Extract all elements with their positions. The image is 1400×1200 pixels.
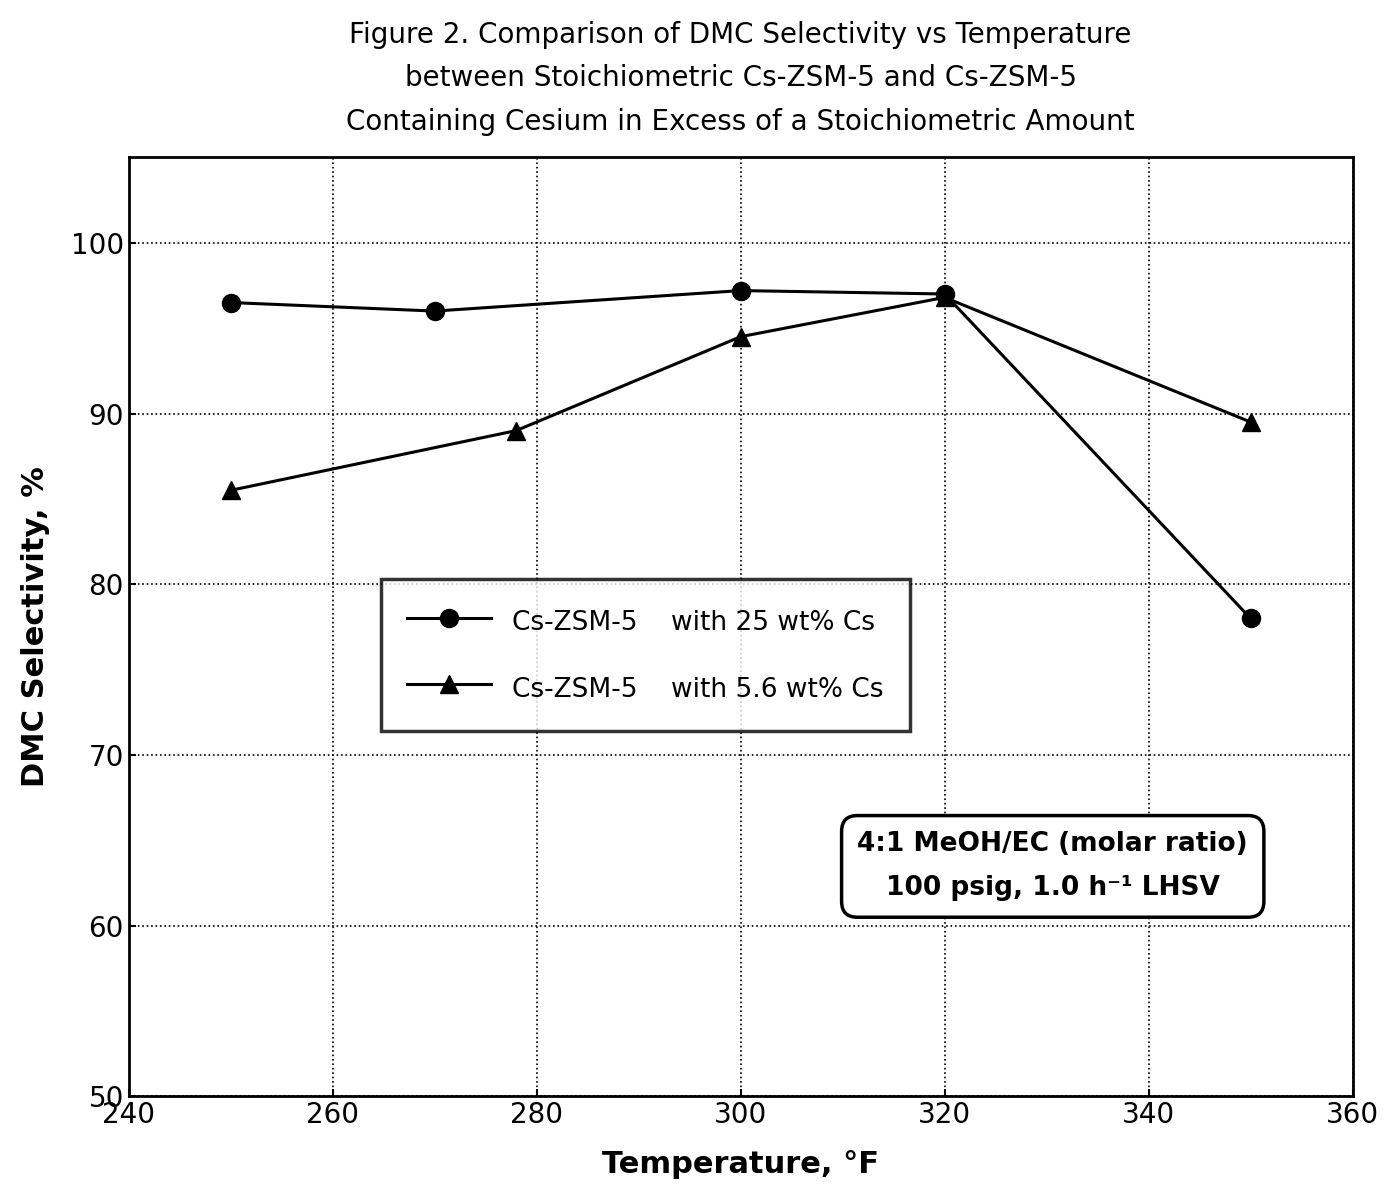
Y-axis label: DMC Selectivity, %: DMC Selectivity, % — [21, 467, 50, 787]
Text: 4:1 MeOH/EC (molar ratio)
100 psig, 1.0 h⁻¹ LHSV: 4:1 MeOH/EC (molar ratio) 100 psig, 1.0 … — [857, 832, 1247, 901]
Title: Figure 2. Comparison of DMC Selectivity vs Temperature
between Stoichiometric Cs: Figure 2. Comparison of DMC Selectivity … — [346, 20, 1135, 136]
Legend: Cs-ZSM-5    with 25 wt% Cs, Cs-ZSM-5    with 5.6 wt% Cs: Cs-ZSM-5 with 25 wt% Cs, Cs-ZSM-5 with 5… — [381, 580, 910, 731]
X-axis label: Temperature, °F: Temperature, °F — [602, 1150, 879, 1180]
